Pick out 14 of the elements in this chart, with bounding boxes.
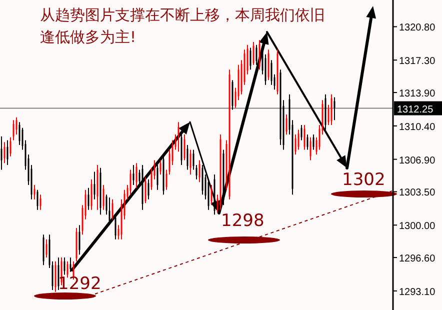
y-tick-label: 1310.40 (399, 122, 436, 133)
y-tick-label: 1306.90 (399, 155, 436, 166)
y-tick-label: 1320.80 (399, 22, 436, 34)
y-tick-label: 1296.60 (399, 254, 436, 265)
annotation: 1298 (221, 211, 264, 231)
ref-line-label: 1312.25 (397, 104, 434, 116)
y-tick-label: 1293.10 (399, 286, 436, 298)
y-tick-label: 1317.30 (399, 56, 436, 68)
y-tick-label: 1313.90 (399, 88, 436, 100)
annotation: 1302 (342, 170, 386, 190)
annotation: 1292 (58, 274, 102, 294)
text: 从趋势图片支撑在不断上移，本周我们依旧逢低做多为主! (40, 5, 326, 48)
y-tick-label: 1303.50 (399, 188, 436, 199)
y-tick-label: 1300.00 (399, 221, 436, 232)
